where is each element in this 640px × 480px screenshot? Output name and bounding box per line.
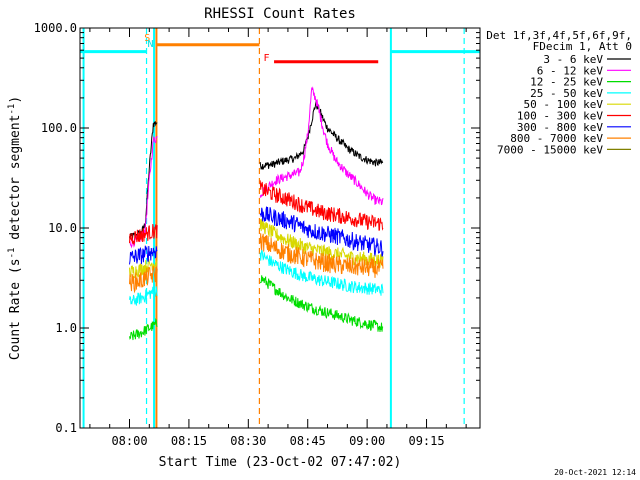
series-line-2-0 bbox=[129, 318, 158, 341]
annotation-f: F bbox=[264, 53, 270, 64]
series-line-6-1 bbox=[259, 206, 384, 258]
axes-ticks: 1000.0 100.0 10.0 1.0 0.1 08:00 08:15 08:30 08:4… bbox=[34, 21, 480, 448]
y-tick-label-2: 10.0 bbox=[48, 221, 77, 235]
series-line-4-1 bbox=[259, 218, 384, 268]
plot-frame bbox=[79, 27, 481, 429]
y-tick-label-3: 1.0 bbox=[55, 321, 77, 335]
x-tick-label-5: 09:15 bbox=[408, 434, 444, 448]
x-tick-label-2: 08:30 bbox=[230, 434, 266, 448]
series-line-7-0 bbox=[129, 266, 158, 294]
series-line-5-0 bbox=[129, 224, 158, 246]
legend-label-8: 7000 - 15000 keV bbox=[497, 143, 603, 156]
footer-timestamp: 20-Oct-2021 12:14 bbox=[554, 468, 636, 477]
annotation-labels: SN F bbox=[144, 33, 269, 64]
y-tick-label-1: 100.0 bbox=[41, 121, 77, 135]
interval-bars bbox=[80, 43, 480, 64]
legend-label-2: 12 - 25 keV bbox=[530, 76, 603, 89]
x-tick-label-0: 08:00 bbox=[111, 434, 147, 448]
series-line-1-1 bbox=[259, 86, 384, 206]
series-line-0-1 bbox=[259, 101, 384, 171]
y-axis-label: Count Rate (s-1 detector segment-1) bbox=[7, 96, 23, 360]
legend-label-4: 50 - 100 keV bbox=[524, 98, 604, 111]
legend-header-line-1: Det 1f,3f,4f,5f,6f,9f, bbox=[486, 29, 632, 42]
series-line-7-1 bbox=[259, 233, 384, 278]
x-tick-label-4: 09:00 bbox=[349, 434, 385, 448]
annotation-s: S bbox=[144, 33, 150, 44]
y-tick-label-4: 0.1 bbox=[55, 421, 77, 435]
legend-label-5: 100 - 300 keV bbox=[517, 110, 603, 123]
legend-label-1: 6 - 12 keV bbox=[537, 64, 604, 77]
series-line-6-0 bbox=[129, 245, 158, 265]
legend-label-6: 300 - 800 keV bbox=[517, 121, 603, 134]
y-tick-label-0: 1000.0 bbox=[34, 21, 77, 35]
series-line-5-1 bbox=[259, 180, 384, 231]
chart-title: RHESSI Count Rates bbox=[204, 6, 356, 22]
legend-header-line-2: FDecim 1, Att 0 bbox=[533, 40, 632, 53]
x-tick-label-1: 08:15 bbox=[171, 434, 207, 448]
x-axis-label: Start Time (23-Oct-02 07:47:02) bbox=[159, 455, 402, 470]
annotation-n: N bbox=[147, 39, 153, 50]
count-rate-series bbox=[129, 86, 384, 341]
series-line-3-0 bbox=[129, 286, 158, 306]
series-line-3-1 bbox=[259, 247, 384, 296]
legend: Det 1f,3f,4f,5f,6f,9f, FDecim 1, Att 0 3… bbox=[486, 29, 632, 156]
series-line-0-0 bbox=[129, 121, 158, 240]
legend-label-3: 25 - 50 keV bbox=[530, 87, 603, 100]
x-tick-label-3: 08:45 bbox=[290, 434, 326, 448]
series-line-2-1 bbox=[259, 275, 384, 332]
legend-label-0: 3 - 6 keV bbox=[543, 53, 603, 66]
legend-label-7: 800 - 7000 keV bbox=[510, 132, 603, 145]
